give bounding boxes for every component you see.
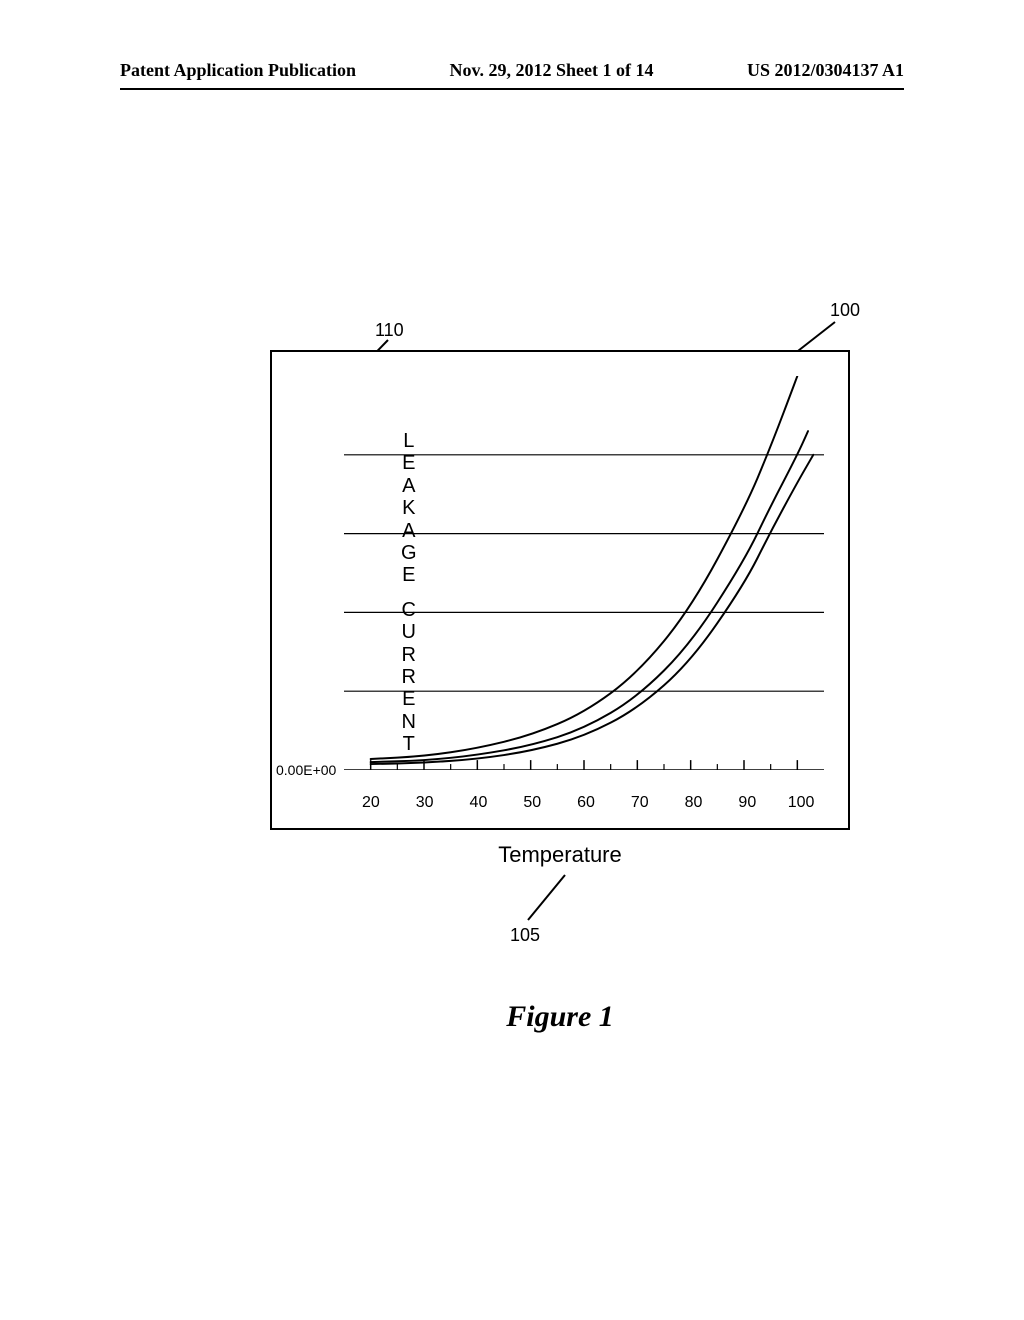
ref-label-xaxis: 105 — [510, 925, 540, 946]
x-tick-label: 80 — [685, 794, 703, 812]
x-tick-label: 20 — [362, 794, 380, 812]
header-center: Nov. 29, 2012 Sheet 1 of 14 — [450, 60, 654, 81]
header-right: US 2012/0304137 A1 — [747, 60, 904, 81]
chart-box: LEAKAGECURRENT 0.00E+00 2030405060708090… — [270, 350, 850, 830]
x-tick-label: 100 — [788, 794, 815, 812]
page-header: Patent Application Publication Nov. 29, … — [120, 60, 904, 81]
plot-svg — [344, 376, 824, 770]
x-tick-label: 60 — [577, 794, 595, 812]
x-tick-labels: 20 30 40 50 60 70 80 90 100 — [272, 792, 848, 812]
x-tick-label: 90 — [738, 794, 756, 812]
header-left: Patent Application Publication — [120, 60, 356, 81]
x-axis-title: Temperature — [498, 842, 622, 868]
y-tick-0: 0.00E+00 — [276, 762, 336, 778]
leader-xaxis-icon — [520, 870, 580, 930]
x-tick-label: 70 — [631, 794, 649, 812]
header-rule — [120, 88, 904, 90]
x-tick-label: 40 — [470, 794, 488, 812]
x-tick-label: 50 — [523, 794, 541, 812]
x-tick-label: 30 — [416, 794, 434, 812]
page: Patent Application Publication Nov. 29, … — [0, 0, 1024, 1320]
figure-caption: Figure 1 — [506, 1000, 614, 1034]
plot-area — [344, 376, 824, 770]
